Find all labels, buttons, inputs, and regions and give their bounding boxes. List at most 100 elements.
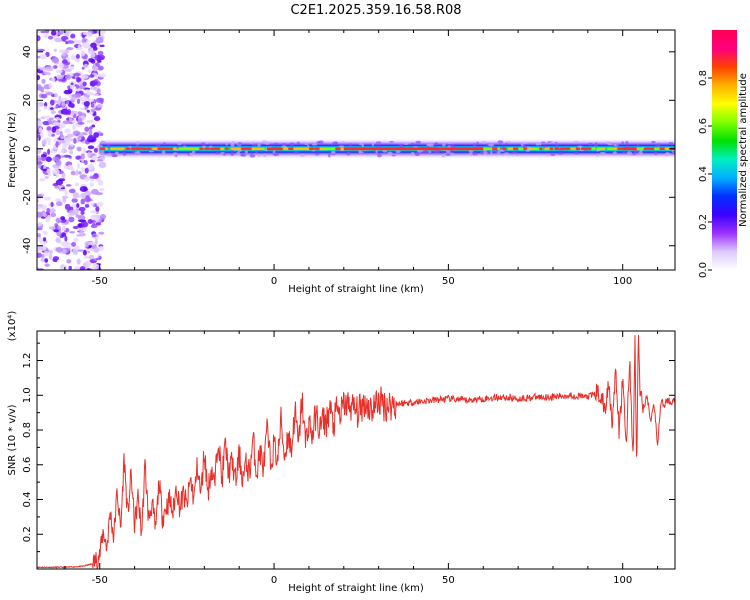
track-speckle — [135, 144, 139, 148]
track-speckle — [398, 144, 403, 148]
noise-blob — [49, 99, 55, 106]
noise-blob — [93, 93, 99, 97]
noise-blob — [62, 120, 71, 125]
noise-blob — [37, 30, 41, 34]
noise-blob — [54, 117, 61, 121]
track-speckle — [191, 150, 196, 154]
noise-blob — [54, 198, 62, 202]
noise-blob — [42, 212, 47, 217]
noise-blob — [48, 35, 54, 40]
noise-blob — [45, 66, 54, 72]
noise-blob — [58, 95, 62, 101]
noise-blob — [71, 110, 75, 117]
noise-blob — [64, 190, 69, 196]
noise-blob — [75, 53, 80, 59]
noise-blob — [76, 76, 81, 83]
track-speckle — [111, 154, 118, 158]
noise-blob — [52, 168, 60, 175]
spectrogram-frame — [36, 29, 676, 271]
noise-blob — [79, 186, 88, 193]
track-speckle — [411, 142, 415, 145]
track-hot-segment — [502, 147, 507, 151]
track-hot-segment — [601, 147, 606, 151]
track-speckle — [612, 151, 617, 154]
noise-blob — [64, 235, 68, 242]
noise-blob — [55, 237, 61, 243]
track-speckle — [182, 144, 187, 147]
noise-blob — [62, 197, 67, 204]
noise-blob — [82, 249, 87, 256]
track-hot-segment — [251, 147, 258, 151]
noise-blob — [69, 150, 73, 155]
track-hot-segment — [507, 147, 515, 151]
noise-blob — [87, 164, 95, 170]
noise-blob — [93, 132, 100, 138]
snr-series-line — [37, 334, 675, 569]
track-speckle — [615, 144, 619, 147]
noise-blob — [40, 30, 47, 34]
noise-blob — [60, 216, 66, 221]
figure-title: C2E1.2025.359.16.58.R08 — [290, 3, 461, 18]
noise-blob — [90, 224, 98, 229]
noise-blob — [68, 93, 72, 98]
noise-blob — [80, 210, 85, 215]
noise-blob — [58, 62, 64, 69]
snr-x-axis: -50 0 50 100 — [64, 331, 659, 586]
noise-blob — [88, 58, 94, 63]
noise-blob — [61, 241, 70, 248]
track-speckle — [672, 150, 675, 155]
track-speckle — [558, 152, 564, 155]
track-speckle — [588, 142, 593, 146]
track-hot-segment — [193, 147, 201, 151]
noise-blob — [48, 83, 53, 89]
noise-blob — [91, 154, 98, 161]
track-speckle — [396, 141, 402, 144]
noise-blob — [76, 40, 82, 44]
noise-blob — [82, 228, 87, 232]
track-speckle — [338, 145, 345, 148]
track-speckle — [441, 152, 445, 155]
track-speckle — [599, 152, 606, 155]
noise-blob — [61, 53, 66, 57]
track-speckle — [201, 145, 206, 149]
snr-y-tick-label: 1.2 — [22, 353, 33, 369]
noise-blob — [66, 247, 71, 251]
track-speckle — [625, 140, 629, 144]
spectrogram-x-axis: -50 0 50 100 — [64, 30, 659, 287]
noise-blob — [95, 222, 102, 226]
track-speckle — [572, 140, 579, 144]
track-speckle — [281, 143, 287, 146]
noise-blob — [89, 74, 95, 78]
track-speckle — [468, 153, 473, 156]
noise-blob — [55, 174, 59, 178]
noise-blob — [56, 201, 63, 207]
noise-blob — [84, 126, 90, 132]
noise-blob — [61, 225, 67, 232]
noise-blob — [43, 33, 49, 39]
track-speckle — [490, 150, 493, 155]
noise-blob — [98, 161, 107, 169]
colorbar-tick-label: 0.8 — [698, 70, 709, 86]
noise-blob — [77, 122, 85, 125]
noise-blob — [54, 37, 63, 43]
track-speckle — [473, 143, 476, 148]
track-speckle — [148, 150, 154, 153]
noise-blob — [63, 154, 71, 158]
track-speckle — [550, 140, 554, 144]
track-speckle — [163, 141, 166, 146]
snr-x-tick-label: 50 — [442, 575, 455, 586]
track-hot-segment — [638, 147, 644, 151]
noise-blob — [76, 162, 80, 170]
track-hot-segment — [303, 147, 311, 151]
track-speckle — [177, 141, 182, 146]
track-speckle — [545, 153, 550, 157]
noise-blob — [79, 266, 86, 270]
track-hot-segment — [486, 147, 494, 151]
colorbar-tick-label: 0.0 — [698, 262, 709, 278]
snr-y-tick-label: 0.4 — [22, 492, 33, 508]
spectrogram-y-tick-label: -40 — [22, 238, 33, 254]
noise-blob — [40, 89, 45, 93]
noise-blob — [74, 182, 80, 187]
noise-blob — [50, 212, 57, 218]
